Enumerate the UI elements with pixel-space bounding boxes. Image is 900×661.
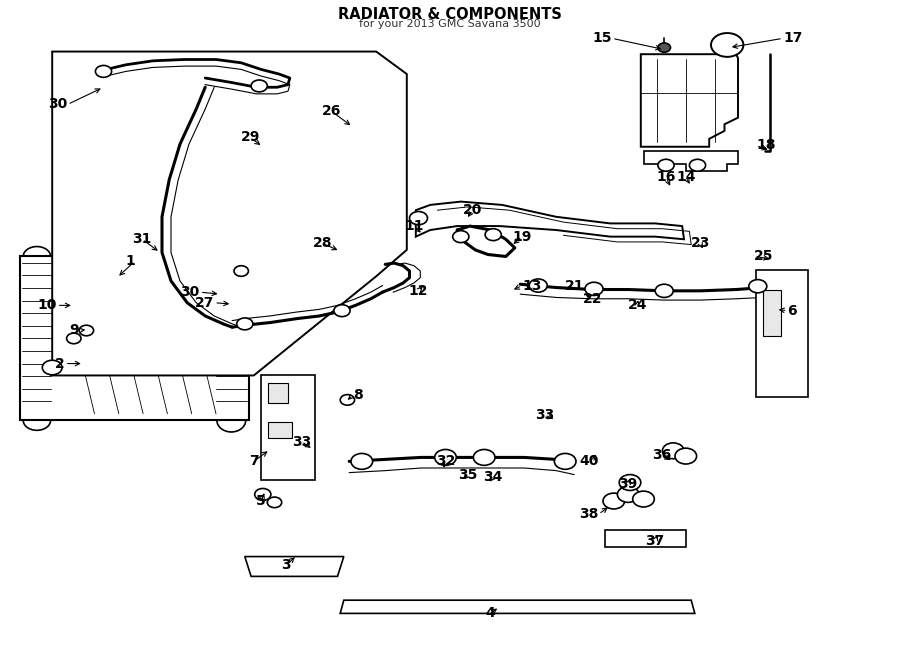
Circle shape xyxy=(234,266,248,276)
Circle shape xyxy=(585,282,603,295)
Polygon shape xyxy=(340,600,695,613)
Text: 20: 20 xyxy=(463,203,482,217)
Text: 9: 9 xyxy=(69,323,79,338)
Text: 8: 8 xyxy=(353,388,363,403)
Text: 3: 3 xyxy=(282,558,291,572)
Circle shape xyxy=(675,448,697,464)
Circle shape xyxy=(251,80,267,92)
Bar xyxy=(605,530,686,547)
Circle shape xyxy=(453,231,469,243)
Text: 24: 24 xyxy=(627,298,647,313)
Circle shape xyxy=(473,449,495,465)
Text: 30: 30 xyxy=(181,285,200,299)
Text: 22: 22 xyxy=(582,292,602,306)
Text: 14: 14 xyxy=(676,170,696,184)
Text: 39: 39 xyxy=(618,477,638,491)
Circle shape xyxy=(435,449,456,465)
Text: 2: 2 xyxy=(55,356,65,371)
Text: 11: 11 xyxy=(404,219,424,233)
Text: 18: 18 xyxy=(756,138,776,153)
Bar xyxy=(268,383,288,403)
Text: 26: 26 xyxy=(321,104,341,118)
Polygon shape xyxy=(52,52,407,375)
Circle shape xyxy=(603,493,625,509)
Text: 12: 12 xyxy=(409,284,428,298)
Circle shape xyxy=(255,488,271,500)
Text: 1: 1 xyxy=(125,254,135,268)
Text: 15: 15 xyxy=(592,31,612,46)
Text: 38: 38 xyxy=(579,507,599,522)
Text: 34: 34 xyxy=(483,470,503,485)
Text: 25: 25 xyxy=(754,249,774,264)
Bar xyxy=(756,270,808,397)
Text: RADIATOR & COMPONENTS: RADIATOR & COMPONENTS xyxy=(338,7,562,22)
Circle shape xyxy=(410,212,427,225)
Text: 35: 35 xyxy=(458,467,478,482)
Circle shape xyxy=(79,325,94,336)
Text: 29: 29 xyxy=(240,130,260,145)
Circle shape xyxy=(711,33,743,57)
Circle shape xyxy=(658,159,674,171)
Text: 13: 13 xyxy=(522,278,542,293)
Text: 17: 17 xyxy=(783,31,803,46)
Text: 30: 30 xyxy=(49,97,68,112)
Text: 31: 31 xyxy=(132,232,152,247)
Text: 32: 32 xyxy=(436,454,455,469)
Text: 5: 5 xyxy=(256,494,266,508)
Text: 7: 7 xyxy=(249,454,258,469)
Circle shape xyxy=(689,159,706,171)
Circle shape xyxy=(617,486,639,502)
Text: 4: 4 xyxy=(486,606,495,621)
Polygon shape xyxy=(416,202,684,239)
Text: 16: 16 xyxy=(656,170,676,184)
Circle shape xyxy=(42,360,62,375)
Bar xyxy=(20,256,249,420)
Circle shape xyxy=(658,43,670,52)
Text: 23: 23 xyxy=(690,236,710,251)
Circle shape xyxy=(67,333,81,344)
Circle shape xyxy=(655,284,673,297)
Circle shape xyxy=(749,280,767,293)
Circle shape xyxy=(351,453,373,469)
Circle shape xyxy=(334,305,350,317)
Circle shape xyxy=(662,443,684,459)
Circle shape xyxy=(95,65,112,77)
Text: 33: 33 xyxy=(292,434,311,449)
Text: 40: 40 xyxy=(580,454,599,469)
Circle shape xyxy=(485,229,501,241)
Circle shape xyxy=(633,491,654,507)
Circle shape xyxy=(554,453,576,469)
Text: 6: 6 xyxy=(788,303,797,318)
Circle shape xyxy=(529,279,547,292)
Circle shape xyxy=(619,475,641,490)
Polygon shape xyxy=(245,557,344,576)
Bar xyxy=(763,290,781,336)
Polygon shape xyxy=(641,54,738,147)
Text: 27: 27 xyxy=(194,295,214,310)
Circle shape xyxy=(267,497,282,508)
Text: for your 2013 GMC Savana 3500: for your 2013 GMC Savana 3500 xyxy=(359,19,541,28)
Text: 36: 36 xyxy=(652,447,671,462)
Text: 33: 33 xyxy=(535,408,554,422)
Text: 19: 19 xyxy=(512,229,532,244)
Text: 37: 37 xyxy=(645,533,665,548)
Bar xyxy=(268,422,292,438)
Circle shape xyxy=(340,395,355,405)
Text: 21: 21 xyxy=(564,278,584,293)
Bar xyxy=(261,375,315,480)
Circle shape xyxy=(237,318,253,330)
Text: 28: 28 xyxy=(312,236,332,251)
Polygon shape xyxy=(644,151,738,171)
Text: 10: 10 xyxy=(37,298,57,313)
